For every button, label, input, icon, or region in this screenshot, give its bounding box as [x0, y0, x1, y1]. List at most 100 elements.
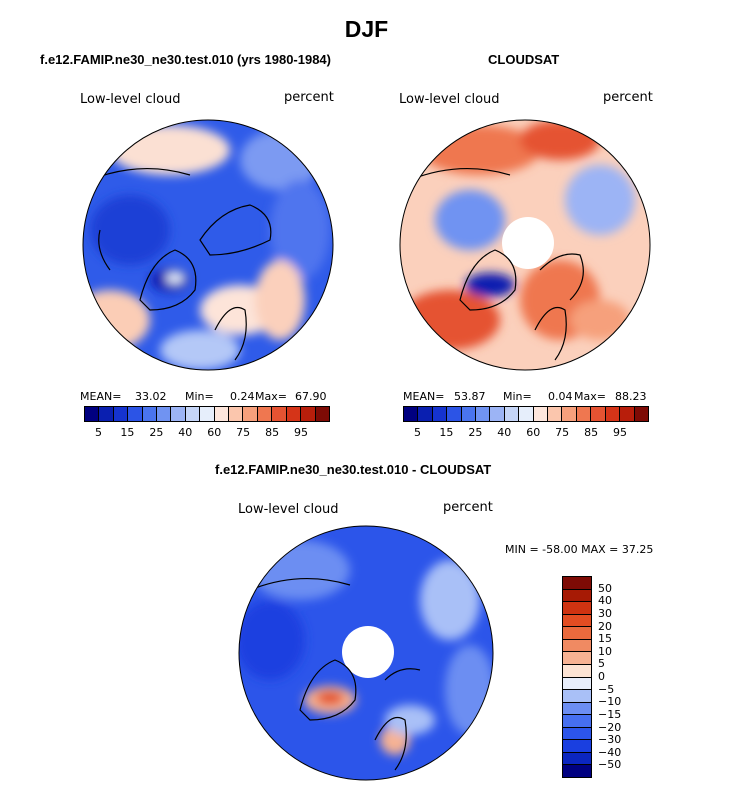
- panel1-colorbar-cell: [272, 407, 287, 421]
- panel2-colorbar-cell: [504, 407, 520, 421]
- panel2-map-border: [399, 119, 651, 371]
- panel2-colorbar-tick-label: 85: [584, 426, 599, 439]
- panel2-colorbar-cell: [576, 407, 592, 421]
- panel2-mean-value: 53.87: [454, 390, 486, 403]
- panel1-colorbar-cell: [128, 407, 143, 421]
- panel2-min-value: 0.04: [548, 390, 573, 403]
- panel2-units-label: percent: [603, 90, 653, 105]
- panel1-map: [83, 120, 333, 370]
- panel3-colorbar-cell: [563, 690, 591, 703]
- panel3-units-label: percent: [443, 500, 493, 515]
- panel1-colorbar-tick-label: 5: [94, 426, 102, 439]
- panel3-colorbar-cell: [563, 752, 591, 766]
- panel1-colorbar-tick-label: 75: [236, 426, 251, 439]
- panel1-map-border: [82, 119, 334, 371]
- panel1-colorbar-cell: [301, 407, 316, 421]
- panel1-colorbar-cell: [243, 407, 258, 421]
- panel2-colorbar-cell: [548, 407, 563, 421]
- panel3-colorbar-tick-label: 50: [598, 581, 612, 595]
- panel3-colorbar-tick-label: −30: [598, 733, 622, 747]
- panel3-minmax: MIN = -58.00 MAX = 37.25: [505, 543, 654, 556]
- panel3-colorbar-cell: [563, 715, 591, 728]
- panel3-map-border: [238, 525, 494, 781]
- panel1-colorbar-cell: [142, 407, 158, 421]
- panel1-colorbar-tick-label: 60: [207, 426, 222, 439]
- panel3-variable-label: Low-level cloud: [238, 502, 339, 517]
- panel2-colorbar-tick-label: 60: [526, 426, 541, 439]
- panel3-colorbar-cell: [563, 614, 591, 628]
- panel2-colorbar-cell: [490, 407, 505, 421]
- panel2-colorbar-tick-label: 95: [613, 426, 628, 439]
- panel3-colorbar-cell: [563, 677, 591, 691]
- panel1-colorbar-cell: [257, 407, 273, 421]
- panel1-min-value: 0.24: [230, 390, 255, 403]
- panel3-colorbar-cell: [563, 589, 591, 603]
- panel3-colorbar-cell: [563, 652, 591, 665]
- panel1-units-label: percent: [284, 90, 334, 105]
- panel3-colorbar-tick-label: −40: [598, 745, 622, 759]
- panel1-colorbar-cell: [99, 407, 114, 421]
- panel1-colorbar-cell: [200, 407, 215, 421]
- panel1-colorbar-cell: [214, 407, 230, 421]
- figure-title: DJF: [344, 16, 389, 42]
- panel3-colorbar-tick-label: 5: [598, 657, 605, 671]
- panel2-colorbar: [403, 406, 649, 422]
- panel3-colorbar-tick-label: 40: [598, 594, 612, 608]
- panel1-colorbar-tick-label: 40: [178, 426, 193, 439]
- panel3-colorbar-tick-label: −15: [598, 707, 622, 721]
- panel2-colorbar-cell: [432, 407, 448, 421]
- panel2-mean-label: MEAN=: [403, 390, 445, 403]
- panel3-colorbar-tick-label: −5: [598, 682, 615, 696]
- panel1-variable-label: Low-level cloud: [80, 92, 181, 107]
- panel3-colorbar-tick-label: 10: [598, 644, 612, 658]
- panel1-colorbar-tick-label: 15: [120, 426, 135, 439]
- panel3-colorbar-tick-label: 0: [598, 670, 605, 683]
- panel2-colorbar-cell: [404, 407, 419, 421]
- panel1-colorbar-tick-label: 25: [149, 426, 164, 439]
- panel3-colorbar-cell: [563, 664, 591, 678]
- panel1-coastlines: [89, 167, 272, 361]
- panel3-title: f.e12.FAMIP.ne30_ne30.test.010 - CLOUDSA…: [215, 462, 492, 477]
- panel2-colorbar-cell: [591, 407, 606, 421]
- panel1-colorbar-cell: [286, 407, 302, 421]
- panel2-colorbar-cell: [476, 407, 491, 421]
- panel2-variable-label: Low-level cloud: [399, 92, 500, 107]
- panel1-mean-value: 33.02: [135, 390, 167, 403]
- panel3-colorbar: [562, 576, 592, 778]
- panel2-colorbar-tick-label: 25: [468, 426, 483, 439]
- panel2-colorbar-cell: [418, 407, 433, 421]
- panel1-min-label: Min=: [185, 390, 214, 403]
- panel3-colorbar-cell: [563, 602, 591, 615]
- panel2-colorbar-cell: [519, 407, 534, 421]
- panel2-title: CLOUDSAT: [488, 52, 560, 67]
- panel3-colorbar-tick-label: 30: [598, 606, 612, 620]
- panel3-colorbar-tick-label: −20: [598, 720, 622, 734]
- panel1-colorbar-cell: [113, 407, 129, 421]
- panel2-colorbar-cell: [533, 407, 549, 421]
- panel3-colorbar-cell: [563, 765, 591, 777]
- panel3-colorbar-cell: [563, 702, 591, 716]
- panel1-colorbar-tick-label: 85: [265, 426, 280, 439]
- panel3-colorbar-cell: [563, 727, 591, 741]
- panel2-max-label: Max=: [574, 390, 606, 403]
- panel1-max-value: 67.90: [295, 390, 327, 403]
- panel2-colorbar-cell: [461, 407, 477, 421]
- panel2-min-label: Min=: [503, 390, 532, 403]
- panel3-colorbar-tick-label: −10: [598, 695, 622, 709]
- panel3-colorbar-tick-label: 20: [598, 619, 612, 633]
- panel1-max-label: Max=: [255, 390, 287, 403]
- panel2-colorbar-tick-label: 5: [413, 426, 421, 439]
- panel3-colorbar-cell: [563, 639, 591, 653]
- panel2-map: [400, 120, 650, 370]
- panel1-colorbar-cell: [229, 407, 244, 421]
- panel1-colorbar-cell: [157, 407, 172, 421]
- panel1-colorbar-cell: [85, 407, 100, 421]
- panel1-colorbar-tick-label: 95: [294, 426, 309, 439]
- panel2-colorbar-tick-label: 15: [439, 426, 454, 439]
- panel2-colorbar-tick-label: 75: [555, 426, 570, 439]
- panel1-colorbar: [84, 406, 330, 422]
- panel3-colorbar-cell: [563, 740, 591, 753]
- panel1-colorbar-cell: [315, 407, 329, 421]
- panel1-colorbar-cell: [171, 407, 186, 421]
